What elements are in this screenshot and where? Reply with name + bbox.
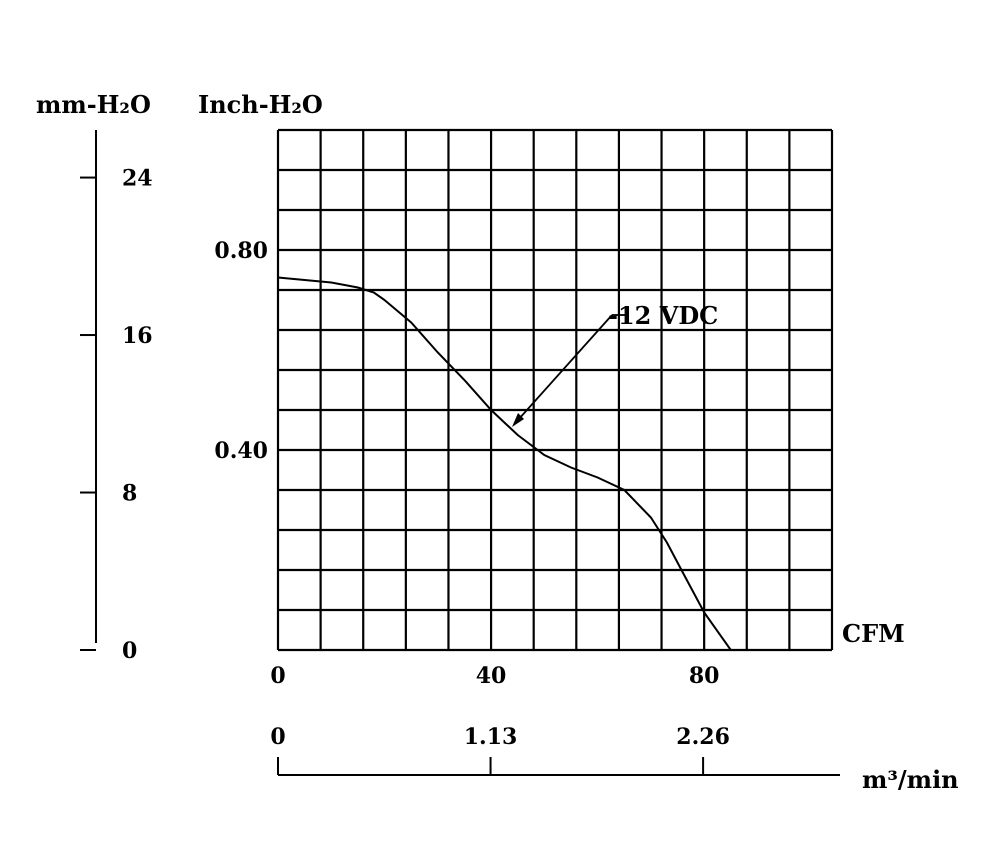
m3-min-ticks: 0 1.13 2.26 [270, 724, 730, 775]
cfm-tick-label: 80 [689, 663, 720, 689]
mm-h2o-axis-label: mm-H₂O [36, 90, 151, 119]
series-annotation-leader [517, 314, 613, 421]
series-annotation-arrowhead [512, 413, 524, 427]
mm-h2o-tick-label: 8 [122, 481, 137, 507]
inch-h2o-axis-label: Inch-H₂O [198, 90, 323, 119]
plot-grid [276, 128, 834, 652]
series-line-12vdc [277, 276, 732, 651]
inch-h2o-ticks: 0.40 0.80 [214, 238, 268, 464]
m3-min-tick-label: 2.26 [676, 724, 730, 750]
cfm-tick-label: 0 [270, 663, 285, 689]
mm-h2o-tick-label: 0 [122, 638, 137, 664]
series-label-12vdc: -12 VDC [608, 301, 718, 330]
mm-h2o-tick-label: 16 [122, 323, 153, 349]
mm-h2o-tick-label: 24 [122, 166, 153, 192]
mm-h2o-ticks: 0 8 16 24 [80, 166, 153, 664]
cfm-tick-label: 40 [476, 663, 507, 689]
inch-h2o-tick-label: 0.80 [214, 238, 268, 264]
cfm-axis-label: CFM [842, 619, 905, 648]
m3-min-tick-label: 0 [270, 724, 285, 750]
m3-min-tick-label: 1.13 [464, 724, 518, 750]
m3-min-axis-label: m³/min [862, 765, 959, 794]
inch-h2o-tick-label: 0.40 [214, 438, 268, 464]
cfm-ticks: 0 40 80 [270, 663, 719, 689]
